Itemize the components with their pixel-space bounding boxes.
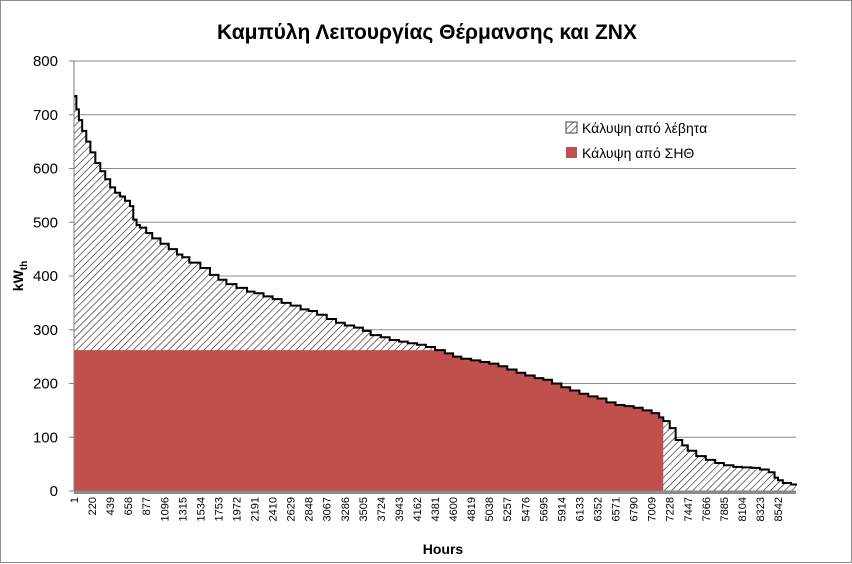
x-tick-label-22: 4819 bbox=[466, 497, 478, 521]
x-tick-label-37: 8104 bbox=[737, 497, 749, 521]
x-tick-label-3: 658 bbox=[123, 497, 135, 515]
x-tick-label-14: 3067 bbox=[322, 497, 334, 521]
x-tick-labels: 1 220 439 658 877 1096 1315 1534 1753 1972 2191 241… bbox=[69, 497, 785, 521]
x-tick-label-4: 877 bbox=[141, 497, 153, 515]
x-tick-label-7: 1534 bbox=[195, 497, 207, 521]
x-tick-label-9: 1972 bbox=[231, 497, 243, 521]
x-tick-label-12: 2629 bbox=[286, 497, 298, 521]
x-tick-label-24: 5257 bbox=[502, 497, 514, 521]
x-tick-label-38: 8323 bbox=[755, 497, 767, 521]
y-tick-label-2: 200 bbox=[33, 376, 58, 393]
x-tick-label-10: 2191 bbox=[250, 497, 262, 521]
x-tick-label-6: 1315 bbox=[177, 497, 189, 521]
x-tick-label-29: 6352 bbox=[593, 497, 605, 521]
x-tick-label-27: 5914 bbox=[556, 497, 568, 521]
y-tick-label-8: 800 bbox=[33, 53, 58, 70]
x-tick-label-39: 8542 bbox=[773, 497, 785, 521]
y-tick-label-1: 100 bbox=[33, 429, 58, 446]
x-tick-label-1: 220 bbox=[87, 497, 99, 515]
y-tick-label-5: 500 bbox=[33, 214, 58, 231]
plot-areas bbox=[74, 94, 797, 491]
x-tick-label-18: 3943 bbox=[394, 497, 406, 521]
x-tick-label-32: 7009 bbox=[647, 497, 659, 521]
x-tick-label-19: 4162 bbox=[412, 497, 424, 521]
x-tick-label-34: 7447 bbox=[683, 497, 695, 521]
x-tick-label-35: 7666 bbox=[701, 497, 713, 521]
x-tick-label-11: 2410 bbox=[268, 497, 280, 521]
y-tick-label-7: 700 bbox=[33, 107, 58, 124]
y-axis-title-main: kW bbox=[10, 269, 26, 291]
y-axis-title-subscript: th bbox=[19, 261, 30, 270]
load-curve-line bbox=[74, 94, 797, 486]
x-tick-label-17: 3724 bbox=[376, 497, 388, 521]
x-tick-label-36: 7885 bbox=[719, 497, 731, 521]
x-tick-label-30: 6571 bbox=[611, 497, 623, 521]
y-tick-label-3: 300 bbox=[33, 322, 58, 339]
y-axis-title: kWth bbox=[10, 261, 30, 291]
x-tick-label-33: 7228 bbox=[665, 497, 677, 521]
x-tick-label-2: 439 bbox=[105, 497, 117, 515]
x-tick-label-26: 5695 bbox=[538, 497, 550, 521]
x-axis-title: Hours bbox=[423, 541, 464, 557]
x-tick-label-23: 5038 bbox=[484, 497, 496, 521]
x-tick-label-0: 1 bbox=[69, 497, 81, 503]
x-tick-label-15: 3286 bbox=[340, 497, 352, 521]
x-tick-label-21: 4600 bbox=[448, 497, 460, 521]
x-tick-label-20: 4381 bbox=[430, 497, 442, 521]
legend-swatch-chp bbox=[566, 147, 577, 158]
legend-swatch-boiler bbox=[565, 121, 578, 134]
x-tick-label-28: 6133 bbox=[574, 497, 586, 521]
x-tick-label-5: 1096 bbox=[159, 497, 171, 521]
x-tick-label-16: 3505 bbox=[358, 497, 370, 521]
y-tick-label-0: 0 bbox=[50, 483, 58, 500]
x-tick-label-8: 1753 bbox=[213, 497, 225, 521]
chp-area bbox=[74, 350, 664, 491]
x-tick-label-13: 2848 bbox=[304, 497, 316, 521]
chart-title: Καμπύλη Λειτουργίας Θέρμανσης και ΖΝΧ bbox=[217, 21, 637, 44]
legend-label-chp: Κάλυψη από ΣΗΘ bbox=[582, 145, 694, 161]
x-axis-band bbox=[74, 491, 796, 494]
y-tick-labels: 0 100 200 300 400 500 600 700 800 bbox=[33, 53, 74, 500]
y-tick-label-6: 600 bbox=[33, 161, 58, 178]
x-tick-label-25: 5476 bbox=[520, 497, 532, 521]
legend-label-boiler: Κάλυψη από λέβητα bbox=[582, 120, 707, 136]
x-tick-label-31: 6790 bbox=[629, 497, 641, 521]
y-tick-label-4: 400 bbox=[33, 268, 58, 285]
legend: Κάλυψη από λέβητα Κάλυψη από ΣΗΘ bbox=[565, 120, 707, 161]
